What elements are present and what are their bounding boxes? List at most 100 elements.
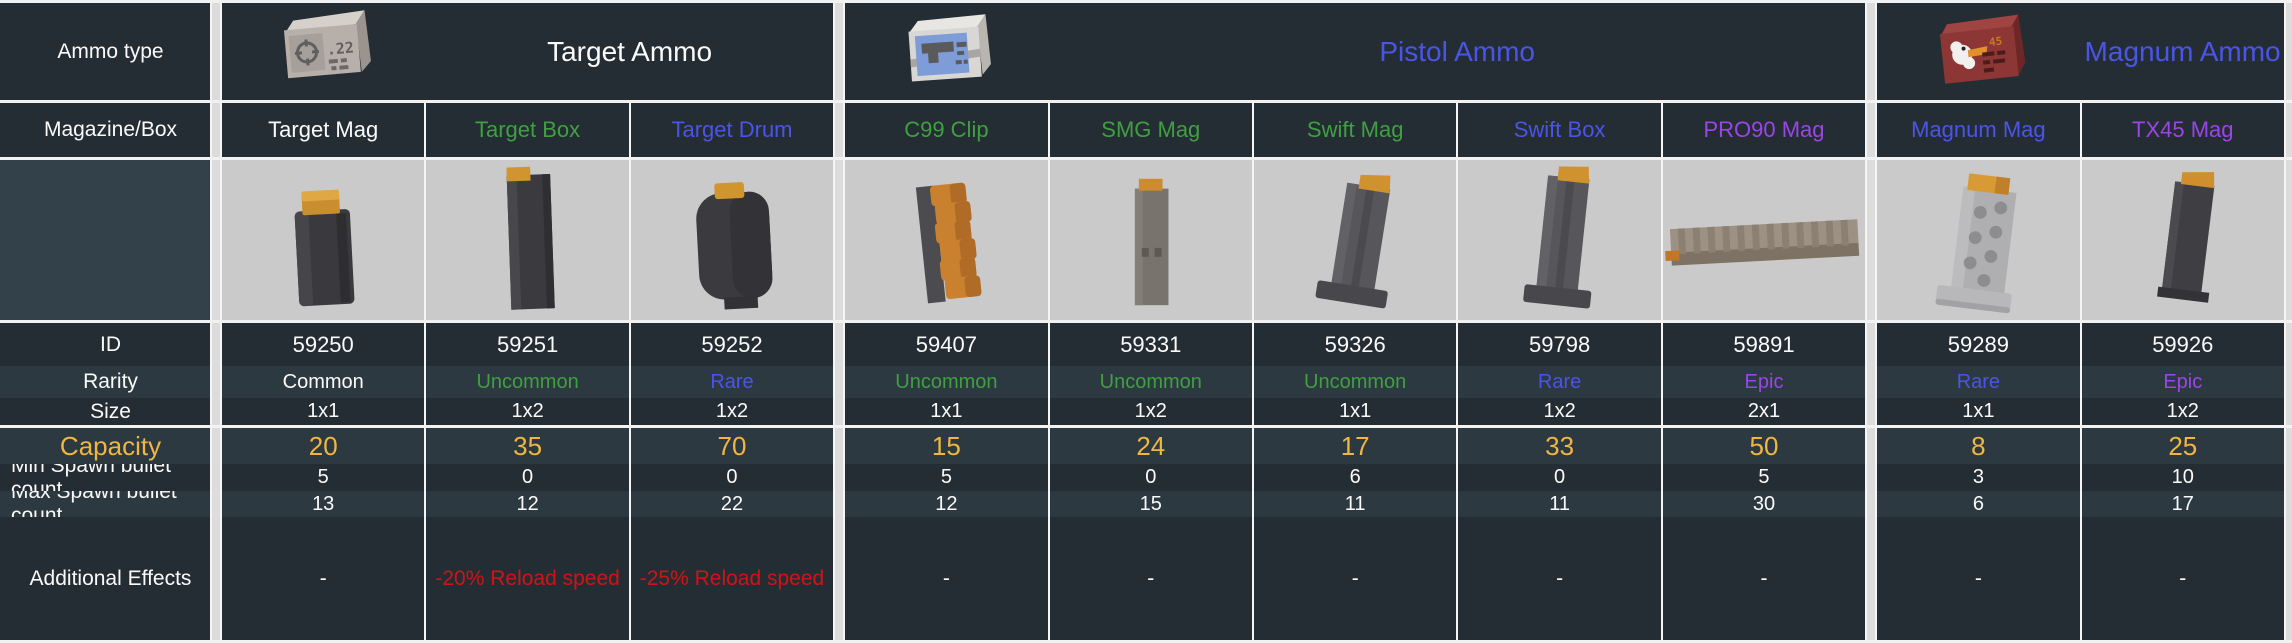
id-cell: 59891	[1662, 323, 1866, 366]
target-drum-image	[630, 160, 834, 320]
id-cell: 59250	[222, 323, 425, 366]
magazine-image-row	[0, 160, 2292, 320]
table-right-edge	[2285, 491, 2292, 517]
capacity-cell: 8	[1877, 428, 2080, 464]
section-divider	[835, 491, 844, 517]
table-right-edge	[2285, 398, 2292, 425]
mag-name-cell: SMG Mag	[1049, 103, 1252, 157]
pro90-mag-image	[1662, 160, 1866, 320]
min-spawn-cell: 0	[426, 464, 629, 491]
max-spawn-cell: 30	[1662, 491, 1866, 517]
table-right-edge	[2285, 517, 2292, 640]
id-cell: 59926	[2081, 323, 2284, 366]
size-cell: 1x2	[1049, 398, 1252, 425]
label-column-divider	[212, 428, 220, 464]
section-divider	[1867, 3, 1876, 100]
size-cell: 1x1	[1253, 398, 1457, 425]
section-divider	[835, 103, 844, 157]
section-divider	[1867, 517, 1876, 640]
rarity-cell: Uncommon	[426, 366, 629, 398]
section-divider	[835, 160, 844, 320]
min-spawn-cell: 10	[2081, 464, 2284, 491]
max-spawn-row: Max Spawn bullet count 13 12 22 12 15 11…	[0, 491, 2292, 517]
mag-name-cell: Target Mag	[222, 103, 425, 157]
effects-cell: -	[845, 517, 1048, 640]
rarity-cell: Uncommon	[845, 366, 1048, 398]
rarity-cell: Rare	[630, 366, 834, 398]
section-divider	[1867, 323, 1876, 366]
table-right-edge	[2285, 464, 2292, 491]
effects-cell: -	[222, 517, 425, 640]
ammo-type-label: Ammo type	[0, 3, 210, 100]
size-cell: 2x1	[1662, 398, 1866, 425]
min-spawn-cell: 5	[222, 464, 425, 491]
mag-name-cell: Swift Box	[1458, 103, 1661, 157]
effects-cell: -	[1458, 517, 1661, 640]
row-divider	[0, 425, 2292, 428]
size-cell: 1x2	[426, 398, 629, 425]
capacity-cell: 24	[1049, 428, 1252, 464]
mag-name-cell: TX45 Mag	[2081, 103, 2284, 157]
section-divider	[835, 323, 844, 366]
swift-mag-image	[1253, 160, 1457, 320]
rarity-cell: Epic	[1662, 366, 1866, 398]
target-ammo-box-icon: .22	[222, 9, 426, 95]
id-cell: 59326	[1253, 323, 1457, 366]
table-right-edge	[2285, 323, 2292, 366]
max-spawn-cell: 6	[1877, 491, 2080, 517]
target-mag-image	[222, 160, 425, 320]
section-title-pistol-ammo: Pistol Ammo	[1379, 35, 1535, 67]
min-spawn-label: Min Spawn bullet count	[0, 464, 210, 491]
min-spawn-cell: 3	[1877, 464, 2080, 491]
magnum-ammo-box-icon: 45	[1877, 9, 2081, 95]
capacity-label: Capacity	[0, 428, 210, 464]
rarity-cell: Epic	[2081, 366, 2284, 398]
image-row-label-cell	[0, 160, 210, 320]
magnum-mag-image	[1877, 160, 2080, 320]
size-cell: 1x2	[2081, 398, 2284, 425]
ammo-type-row: Ammo type .22	[0, 3, 2292, 100]
effects-cell: -20% Reload speed	[426, 517, 629, 640]
min-spawn-cell: 5	[845, 464, 1048, 491]
rarity-cell: Uncommon	[1049, 366, 1252, 398]
section-divider	[835, 398, 844, 425]
label-column-divider	[212, 398, 220, 425]
id-cell: 59289	[1877, 323, 2080, 366]
label-column-divider	[212, 103, 220, 157]
max-spawn-cell: 13	[222, 491, 425, 517]
label-column-divider	[212, 491, 220, 517]
max-spawn-cell: 11	[1253, 491, 1457, 517]
min-spawn-cell: 0	[1458, 464, 1661, 491]
label-column-divider	[212, 517, 220, 640]
id-cell: 59798	[1458, 323, 1661, 366]
effects-cell: -	[1253, 517, 1457, 640]
size-label: Size	[0, 398, 210, 425]
label-column-divider	[212, 366, 220, 398]
max-spawn-cell: 11	[1458, 491, 1661, 517]
row-divider	[0, 100, 2292, 103]
table-right-edge	[2285, 366, 2292, 398]
max-spawn-cell: 12	[426, 491, 629, 517]
id-cell: 59251	[426, 323, 629, 366]
rarity-cell: Rare	[1877, 366, 2080, 398]
min-spawn-cell: 0	[630, 464, 834, 491]
table-right-edge	[2285, 428, 2292, 464]
mag-name-cell: PRO90 Mag	[1662, 103, 1866, 157]
size-cell: 1x1	[845, 398, 1048, 425]
min-spawn-row: Min Spawn bullet count 5 0 0 5 0 6 0 5 3…	[0, 464, 2292, 491]
magazine-name-row: Magazine/Box Target Mag Target Box Targe…	[0, 103, 2292, 157]
row-divider	[0, 320, 2292, 323]
max-spawn-cell: 15	[1049, 491, 1252, 517]
section-divider	[1867, 398, 1876, 425]
section-divider	[835, 428, 844, 464]
section-divider	[1867, 366, 1876, 398]
table-right-edge	[2285, 3, 2292, 100]
size-cell: 1x2	[1458, 398, 1661, 425]
capacity-cell: 25	[2081, 428, 2284, 464]
svg-text:.22: .22	[326, 38, 355, 58]
additional-effects-label: Additional Effects	[0, 517, 210, 640]
rarity-label: Rarity	[0, 366, 210, 398]
section-divider	[835, 517, 844, 640]
target-box-image	[426, 160, 629, 320]
